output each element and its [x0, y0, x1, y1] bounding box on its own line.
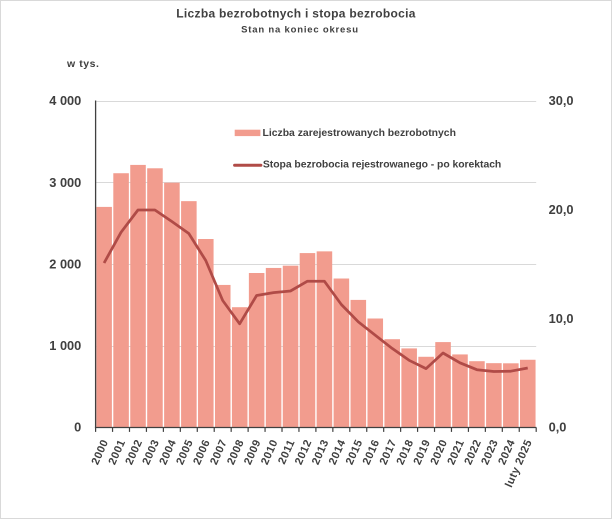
svg-text:3 000: 3 000 — [49, 175, 81, 190]
svg-text:Stopa bezrobocia rejestrowaneg: Stopa bezrobocia rejestrowanego - po kor… — [263, 159, 501, 170]
svg-text:20,0: 20,0 — [549, 202, 574, 217]
svg-text:Liczba bezrobotnych i stopa be: Liczba bezrobotnych i stopa bezrobocia — [176, 6, 415, 20]
svg-text:Stan na koniec okresu: Stan na koniec okresu — [241, 25, 359, 36]
svg-text:30,0: 30,0 — [549, 93, 574, 108]
svg-text:w tys.: w tys. — [66, 58, 99, 70]
svg-text:1 000: 1 000 — [49, 338, 81, 353]
svg-text:10,0: 10,0 — [549, 311, 574, 326]
svg-text:Liczba zarejestrowanych bezrob: Liczba zarejestrowanych bezrobotnych — [263, 128, 456, 139]
svg-text:4 000: 4 000 — [49, 93, 81, 108]
svg-text:2 000: 2 000 — [49, 256, 81, 271]
svg-text:0: 0 — [74, 420, 81, 435]
svg-text:0,0: 0,0 — [549, 420, 567, 435]
